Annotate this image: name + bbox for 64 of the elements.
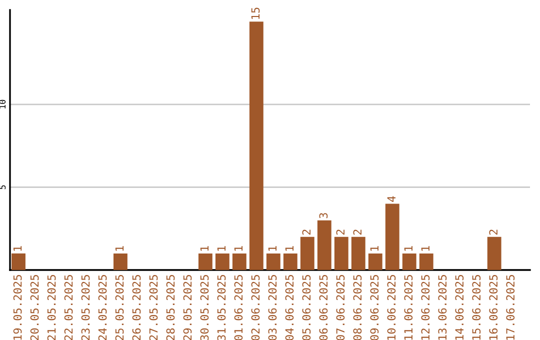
bar	[385, 204, 400, 270]
x-tick-label: 03.06.2025	[268, 275, 277, 340]
x-tick-label: 25.05.2025	[115, 275, 124, 340]
bar	[283, 253, 298, 270]
data-label: 1	[115, 246, 124, 251]
x-tick-label: 29.05.2025	[183, 275, 192, 340]
x-tick-label: 28.05.2025	[166, 275, 175, 340]
x-tick-label: 09.06.2025	[370, 275, 379, 340]
data-label: 2	[302, 230, 310, 235]
x-tick-label: 08.06.2025	[353, 275, 362, 340]
bar	[351, 236, 366, 270]
x-tick-label: 30.05.2025	[200, 275, 209, 340]
x-tick-label: 31.05.2025	[217, 275, 226, 340]
data-label: 1	[370, 246, 378, 251]
x-tick-label: 12.06.2025	[421, 275, 430, 340]
x-tick-label: 23.05.2025	[81, 275, 90, 340]
bar	[113, 253, 128, 270]
bar	[198, 253, 212, 270]
bar	[232, 253, 246, 270]
bar	[300, 236, 314, 270]
data-label: 2	[353, 230, 362, 235]
data-label: 1	[404, 246, 412, 251]
bar	[12, 253, 26, 270]
data-label: 1	[285, 246, 294, 251]
bar	[317, 220, 332, 270]
data-label: 1	[13, 246, 22, 251]
x-tick-label: 21.05.2025	[47, 275, 56, 340]
x-tick-label: 02.06.2025	[251, 275, 260, 340]
bar	[334, 236, 348, 270]
x-tick-label: 01.06.2025	[234, 275, 243, 340]
x-tick-label: 11.06.2025	[404, 275, 413, 340]
x-tick-label: 24.05.2025	[98, 275, 107, 340]
data-label: 1	[421, 246, 430, 251]
bar	[487, 236, 502, 270]
x-tick-label: 19.05.2025	[13, 275, 22, 340]
data-label: 2	[489, 230, 498, 235]
data-label: 1	[268, 246, 276, 251]
x-tick-label: 15.06.2025	[472, 275, 481, 340]
x-tick-label: 26.05.2025	[132, 275, 141, 340]
x-tick-label: 17.06.2025	[506, 275, 515, 340]
x-tick-label: 05.06.2025	[302, 275, 311, 340]
x-tick-label: 16.06.2025	[489, 275, 498, 340]
x-tick-label: 14.06.2025	[455, 275, 464, 340]
bar	[368, 253, 382, 270]
data-label: 1	[217, 246, 226, 251]
data-label: 15	[251, 8, 260, 19]
x-tick-label: 07.06.2025	[336, 275, 345, 340]
x-tick-label: 13.06.2025	[438, 275, 447, 340]
data-label: 3	[319, 213, 328, 218]
data-label: 2	[336, 230, 344, 235]
x-tick-label: 10.06.2025	[387, 275, 396, 340]
x-tick-label: 27.05.2025	[149, 275, 158, 340]
x-tick-label: 22.05.2025	[64, 275, 73, 340]
x-tick-label: 04.06.2025	[285, 275, 294, 340]
x-tick-label: 06.06.2025	[319, 275, 328, 340]
data-label: 1	[234, 246, 243, 251]
x-tick-label: 20.05.2025	[30, 275, 39, 340]
bar	[402, 253, 416, 270]
data-label: 4	[387, 196, 396, 202]
bar	[266, 253, 280, 270]
data-label: 1	[200, 246, 209, 251]
bar	[249, 22, 264, 270]
bar	[215, 253, 230, 270]
bar	[419, 253, 434, 270]
